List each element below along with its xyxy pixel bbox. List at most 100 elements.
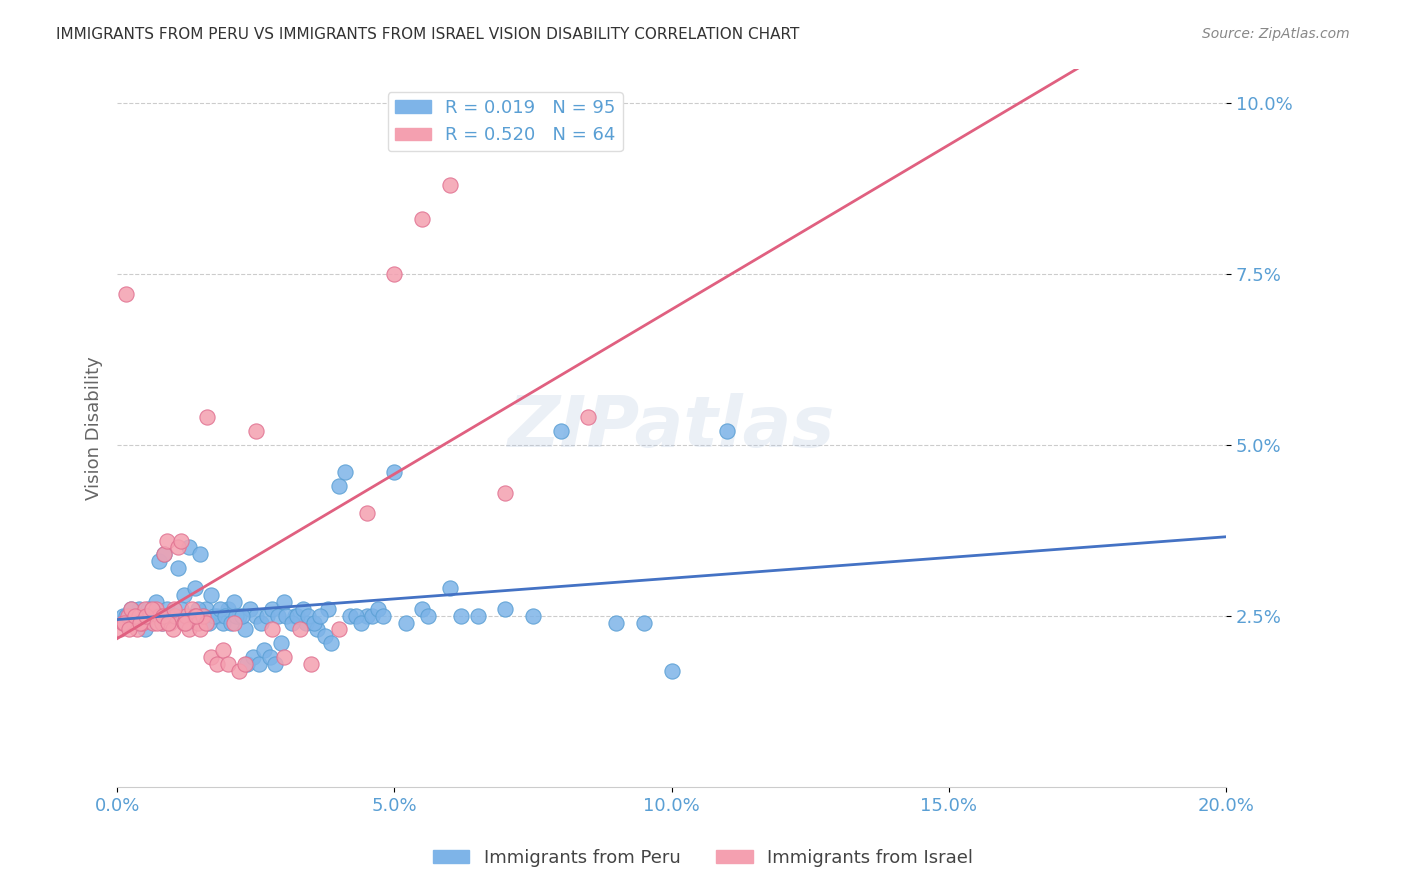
Point [159,615,181,630]
Point [150,615,173,630]
Point [294,615,316,630]
Point [316,602,339,616]
Point [141,602,163,616]
Point [411,212,433,227]
Point [225,608,247,623]
Point [273,649,295,664]
Point [373,608,395,623]
Point [361,608,384,623]
Point [411,602,433,616]
Point [247,657,270,671]
Point [214,608,236,623]
Point [195,410,218,425]
Point [142,615,165,630]
Y-axis label: Vision Disability: Vision Disability [86,356,103,500]
Point [139,608,162,623]
Point [217,602,239,616]
Point [208,602,231,616]
Point [522,608,544,623]
Point [176,608,198,623]
Point [170,533,193,548]
Point [264,657,287,671]
Point [284,608,307,623]
Point [120,602,142,616]
Point [194,615,217,630]
Point [153,547,176,561]
Point [145,595,167,609]
Point [231,608,253,623]
Point [384,465,406,479]
Point [262,623,284,637]
Text: IMMIGRANTS FROM PERU VS IMMIGRANTS FROM ISRAEL VISION DISABILITY CORRELATION CHA: IMMIGRANTS FROM PERU VS IMMIGRANTS FROM … [56,27,800,42]
Point [108,623,131,637]
Point [136,602,159,616]
Point [256,608,278,623]
Point [333,465,356,479]
Point [328,623,350,637]
Legend: R = 0.019   N = 95, R = 0.520   N = 64: R = 0.019 N = 95, R = 0.520 N = 64 [388,92,623,152]
Point [184,608,207,623]
Point [148,554,170,568]
Point [259,649,281,664]
Point [136,608,159,623]
Point [112,615,135,630]
Point [114,287,136,301]
Point [173,615,195,630]
Point [124,608,146,623]
Point [661,664,683,678]
Point [200,649,222,664]
Point [716,424,738,438]
Point [281,615,304,630]
Point [384,267,406,281]
Point [187,615,209,630]
Point [239,602,262,616]
Point [117,608,139,623]
Point [162,623,184,637]
Point [262,602,284,616]
Point [131,608,153,623]
Point [233,623,256,637]
Point [367,602,389,616]
Point [578,410,600,425]
Point [494,602,516,616]
Point [191,608,214,623]
Point [176,615,198,630]
Point [129,615,152,630]
Point [439,178,461,192]
Point [117,615,139,630]
Point [314,629,336,643]
Point [131,615,153,630]
Point [150,615,173,630]
Point [350,615,373,630]
Point [450,608,472,623]
Point [184,582,207,596]
Point [111,615,134,630]
Point [184,608,207,623]
Point [173,615,195,630]
Point [170,602,193,616]
Point [267,608,290,623]
Point [245,424,267,438]
Point [319,636,342,650]
Point [190,623,212,637]
Point [328,479,350,493]
Point [245,608,267,623]
Point [494,485,516,500]
Point [179,623,201,637]
Point [194,602,217,616]
Point [297,608,319,623]
Point [187,602,209,616]
Point [125,623,148,637]
Point [205,657,228,671]
Point [125,615,148,630]
Point [416,608,439,623]
Point [197,615,219,630]
Point [134,602,156,616]
Point [308,608,330,623]
Point [145,602,167,616]
Point [163,602,186,616]
Point [219,615,242,630]
Point [550,424,572,438]
Point [181,608,204,623]
Legend: Immigrants from Peru, Immigrants from Israel: Immigrants from Peru, Immigrants from Is… [426,842,980,874]
